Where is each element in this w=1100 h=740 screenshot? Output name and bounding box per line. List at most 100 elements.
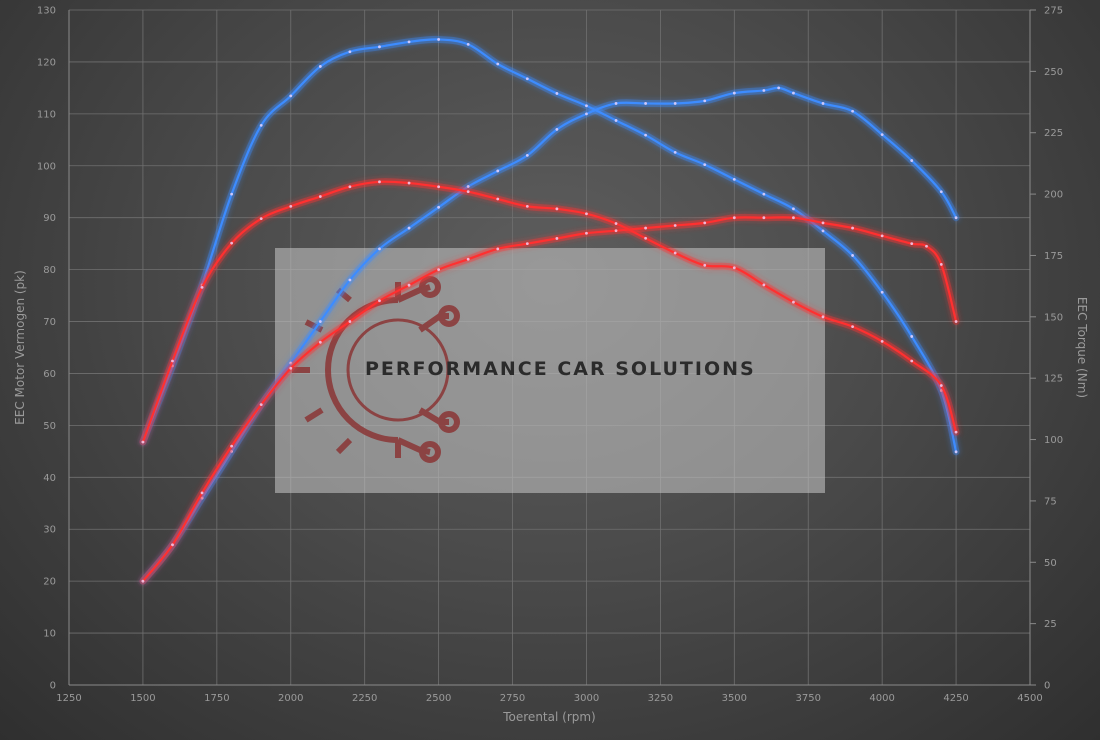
y-left-axis-title: EEC Motor Vermogen (pk) [13,270,27,425]
series-point [407,283,411,287]
series-point [762,89,766,92]
series-point [496,62,500,66]
y-right-tick-label: 200 [1044,190,1063,201]
series-point [378,299,381,303]
series-point [732,216,736,220]
series-point [141,579,145,583]
series-point [954,450,958,454]
series-point [555,237,559,240]
y-left-tick-label: 10 [43,629,56,640]
series-point [910,335,914,338]
series-point [851,325,854,329]
series-point [230,241,234,245]
series-point [466,190,470,194]
series-point [954,320,958,323]
series-point [821,102,825,105]
series-point [939,263,943,266]
series-point [348,185,352,189]
series-point [954,430,958,434]
series-point [954,216,958,220]
y-left-tick-label: 120 [37,57,56,68]
series-point [703,163,707,167]
series-point [407,181,411,185]
series-point [939,190,943,194]
y-left-tick-label: 80 [43,265,56,276]
series-point [614,229,618,233]
series-point [407,40,411,44]
series-point [821,229,825,233]
series-point [703,263,707,267]
series-point [318,65,322,68]
y-left-tick-label: 40 [43,473,56,484]
y-left-tick-label: 110 [37,109,56,120]
y-right-tick-label: 50 [1044,558,1057,569]
series-point [171,543,174,547]
series-point [703,221,707,225]
series-point [525,242,529,246]
x-tick-label: 4500 [1017,693,1042,704]
series-point [318,340,322,344]
y-right-tick-label: 225 [1044,128,1063,139]
series-point [821,221,825,225]
series-point [673,102,677,105]
series-point [673,150,677,154]
series-2 [139,213,960,585]
series-point [880,234,884,238]
series-point [496,169,500,173]
x-tick-label: 3000 [574,693,599,704]
series-point [644,236,647,240]
series-point [230,192,234,196]
x-tick-label: 2750 [500,693,525,704]
y-left-tick-label: 130 [37,6,56,17]
series-point [821,315,825,319]
series-point [348,50,352,54]
y-left-tick-label: 50 [43,421,56,432]
y-right-tick-label: 175 [1044,251,1063,262]
series-point [496,247,500,251]
series-point [141,440,145,444]
series-point [585,231,588,235]
x-tick-label: 2250 [352,693,377,704]
series-point [525,153,529,157]
series-point [200,285,204,289]
y-left-tick-label: 20 [43,577,56,588]
series-point [348,278,352,282]
watermark-panel [275,248,825,493]
series-point [466,42,470,46]
series-point [703,99,707,103]
series-point [880,339,884,343]
x-tick-label: 1750 [204,693,229,704]
y-right-tick-label: 275 [1044,6,1063,17]
y-left-tick-label: 60 [43,369,56,380]
series-point [466,257,470,261]
x-tick-label: 3250 [648,693,673,704]
series-point [673,251,677,255]
series-point [925,244,928,248]
series-point [732,266,736,270]
series-line [141,180,958,444]
y-right-tick-label: 250 [1044,67,1063,78]
series-point [732,91,736,95]
y-right-tick-label: 150 [1044,312,1063,323]
x-tick-label: 1250 [56,693,81,704]
x-tick-label: 1500 [130,693,155,704]
x-tick-label: 2500 [426,693,451,704]
x-tick-label: 3750 [796,693,821,704]
series-point [200,491,204,495]
series-point [614,222,618,225]
series-point [555,92,559,95]
x-tick-label: 3500 [722,693,747,704]
series-point [348,320,352,323]
series-3 [139,178,960,446]
series-point [614,119,618,122]
y-right-tick-label: 0 [1044,681,1050,692]
series-point [851,254,854,257]
series-point [614,102,618,105]
series-point [437,205,441,209]
series-line [141,216,958,583]
series-point [555,207,559,211]
y-right-tick-label: 75 [1044,496,1057,507]
series-point [259,403,263,407]
